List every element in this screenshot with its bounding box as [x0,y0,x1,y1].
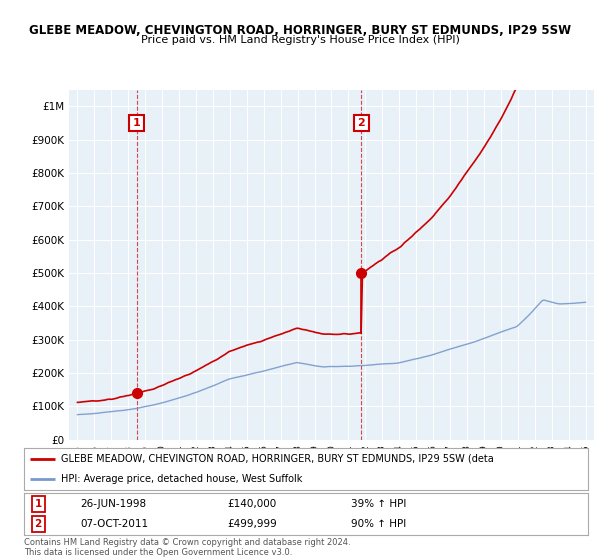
Text: £499,999: £499,999 [227,519,277,529]
Text: 1: 1 [133,118,140,128]
Text: 07-OCT-2011: 07-OCT-2011 [80,519,149,529]
Text: 1: 1 [34,499,42,508]
Text: 26-JUN-1998: 26-JUN-1998 [80,499,146,508]
Text: 39% ↑ HPI: 39% ↑ HPI [351,499,406,508]
Text: Price paid vs. HM Land Registry's House Price Index (HPI): Price paid vs. HM Land Registry's House … [140,35,460,45]
Text: GLEBE MEADOW, CHEVINGTON ROAD, HORRINGER, BURY ST EDMUNDS, IP29 5SW: GLEBE MEADOW, CHEVINGTON ROAD, HORRINGER… [29,24,571,36]
Text: GLEBE MEADOW, CHEVINGTON ROAD, HORRINGER, BURY ST EDMUNDS, IP29 5SW (deta: GLEBE MEADOW, CHEVINGTON ROAD, HORRINGER… [61,454,493,464]
Text: Contains HM Land Registry data © Crown copyright and database right 2024.
This d: Contains HM Land Registry data © Crown c… [24,538,350,557]
Text: HPI: Average price, detached house, West Suffolk: HPI: Average price, detached house, West… [61,474,302,484]
Text: £140,000: £140,000 [227,499,276,508]
Text: 2: 2 [358,118,365,128]
Text: 90% ↑ HPI: 90% ↑ HPI [351,519,406,529]
Text: 2: 2 [34,519,42,529]
